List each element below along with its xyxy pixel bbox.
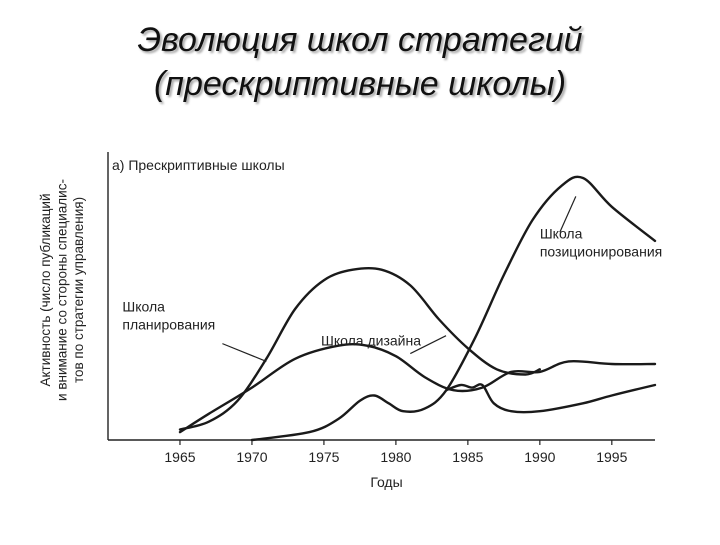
annotation-design-school-line-1: Школа дизайна [321, 333, 421, 349]
series-positioning-school-line [250, 175, 657, 442]
annotation-planning-school-line-1: Школа [122, 299, 165, 315]
annotation-positioning-school-line-1: Школа [540, 225, 583, 241]
slide-title-line-2: (прескриптивные школы) [153, 65, 567, 103]
annotation-positioning-school-line-2: позиционирования [540, 243, 662, 259]
y-axis-label-line-2: и внимание со стороны специалис- [55, 179, 70, 401]
slide-title: Эволюция школ стратегий (прескриптивные … [0, 18, 720, 106]
annotation-design-school-pointer [410, 335, 447, 355]
series-planning-school-line [178, 266, 541, 431]
annotation-positioning-school-pointer [559, 196, 577, 233]
series-design-school-line [178, 343, 657, 434]
slide-title-line-1: Эволюция школ стратегий [137, 21, 583, 59]
series-lower-curve-line [445, 383, 657, 414]
y-axis-label: Активность (число публикаций и внимание с… [38, 179, 86, 401]
x-tick-label-1995: 1995 [596, 449, 627, 465]
annotation-design-school: Школа дизайна [321, 333, 421, 349]
annotation-positioning-school: Школа позиционирования [540, 225, 662, 259]
x-tick-label-1980: 1980 [380, 449, 411, 465]
y-axis-label-line-3: тов по стратегии управления) [71, 197, 86, 383]
x-tick-label-1970: 1970 [236, 449, 267, 465]
x-axis-label: Годы [370, 474, 402, 490]
annotation-planning-school-pointer [222, 343, 267, 362]
x-tick-label-1990: 1990 [524, 449, 555, 465]
annotation-planning-school-line-2: планирования [122, 317, 215, 333]
chart-title: а) Прескриптивные школы [112, 157, 285, 173]
x-tick-label-1985: 1985 [452, 449, 483, 465]
x-tick-label-1975: 1975 [308, 449, 339, 465]
x-tick-label-1965: 1965 [164, 449, 195, 465]
annotation-planning-school: Школа планирования [122, 299, 215, 333]
y-axis-label-line-1: Активность (число публикаций [38, 193, 53, 386]
